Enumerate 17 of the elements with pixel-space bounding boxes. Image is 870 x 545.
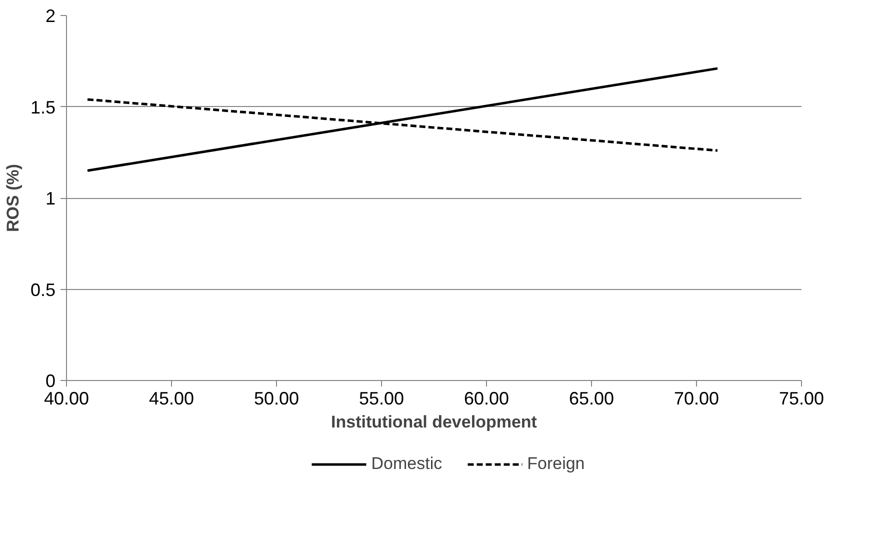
x-tick-label: 40.00: [44, 388, 90, 408]
x-tick-label: 60.00: [464, 388, 510, 408]
y-axis-title: ROS (%): [3, 164, 22, 232]
x-tick-label: 55.00: [358, 388, 404, 408]
x-tick-label: 75.00: [778, 388, 824, 408]
x-tick-label: 45.00: [148, 388, 194, 408]
legend-label: Domestic: [371, 454, 442, 474]
y-tick-label: 0.5: [30, 280, 56, 300]
legend-label: Foreign: [527, 454, 585, 474]
x-axis-title: Institutional development: [331, 412, 538, 432]
x-tick-label: 65.00: [568, 388, 614, 408]
y-tick-label: 1.5: [30, 97, 56, 118]
x-tick-label: 50.00: [254, 388, 300, 408]
y-tick-label: 2: [45, 6, 56, 26]
x-tick-label: 70.00: [674, 388, 720, 408]
y-tick-label: 0: [45, 371, 56, 391]
y-tick-label: 1: [45, 188, 56, 208]
